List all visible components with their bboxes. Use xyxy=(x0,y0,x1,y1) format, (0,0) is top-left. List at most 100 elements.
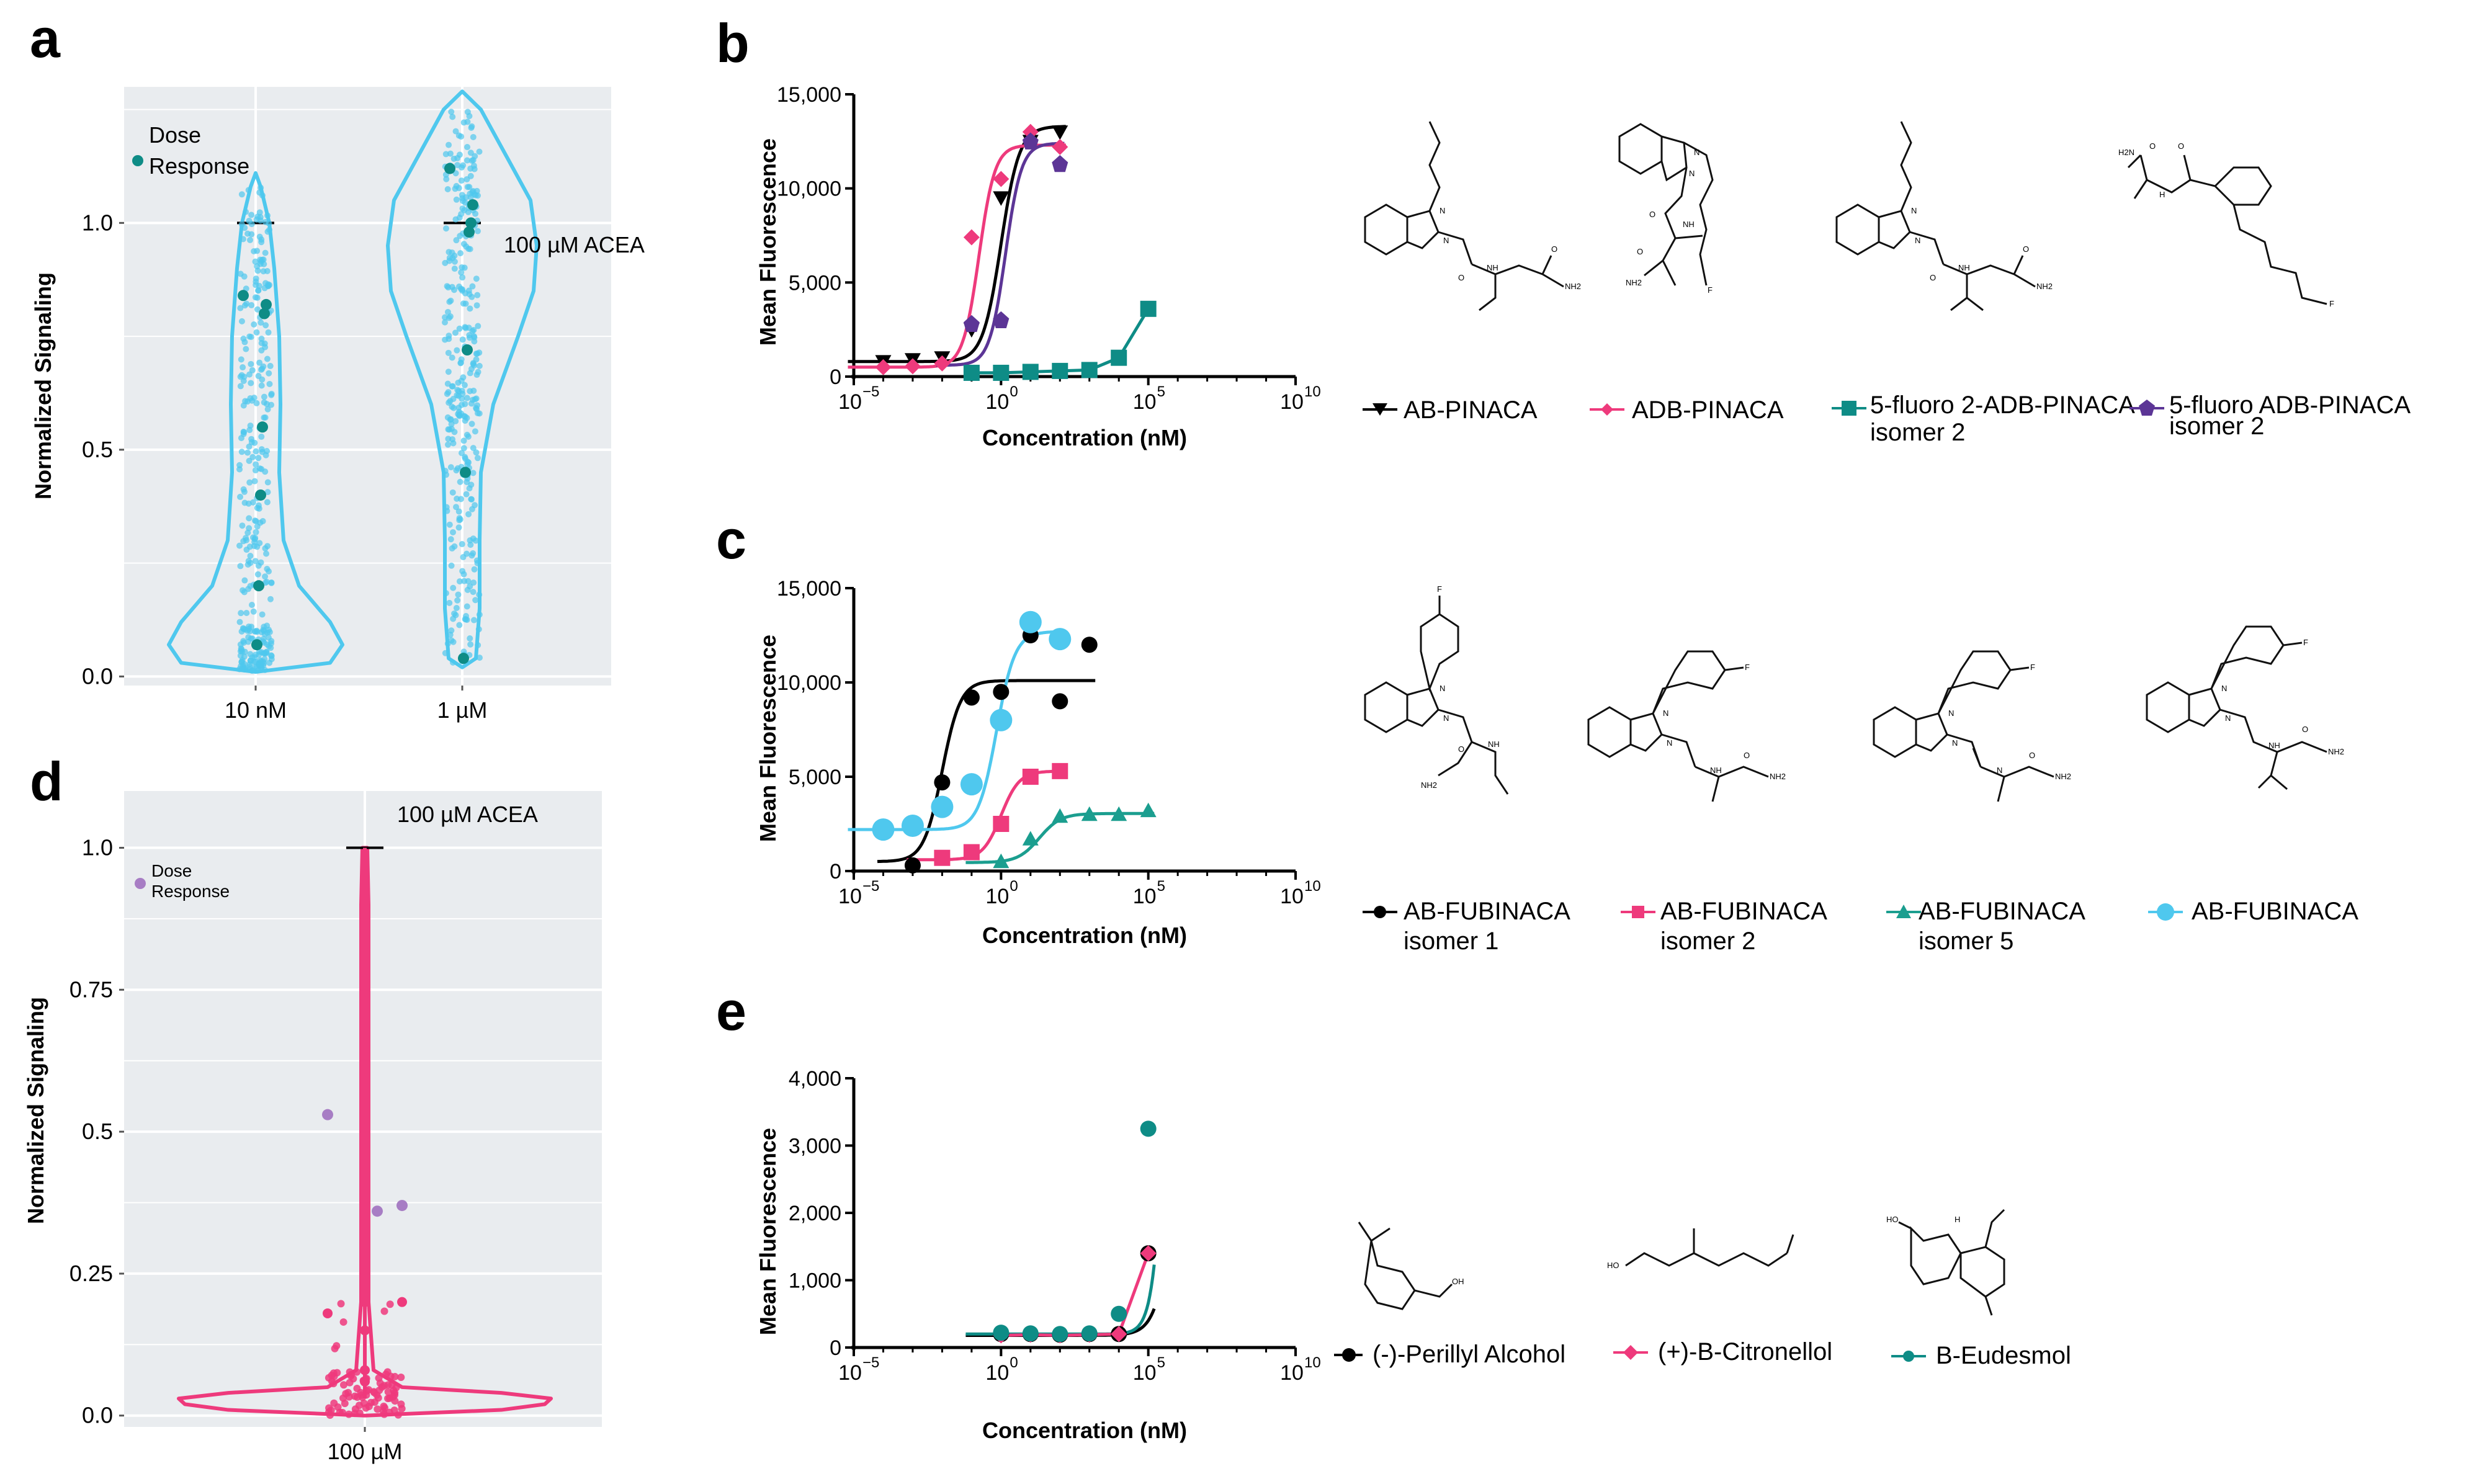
y-axis-title-d: Normalized Signaling xyxy=(23,997,48,1224)
svg-text:H: H xyxy=(2159,190,2165,199)
x-tick-exponent: −5 xyxy=(862,383,879,400)
jitter-point xyxy=(240,335,247,342)
jitter-point xyxy=(470,535,477,542)
svg-text:NH2: NH2 xyxy=(2328,747,2344,756)
dose-response-marks-a xyxy=(238,163,478,664)
jitter-point xyxy=(246,479,253,486)
jitter-point xyxy=(467,635,473,642)
jitter-point xyxy=(458,177,465,184)
jitter-point xyxy=(240,431,247,437)
svg-text:F: F xyxy=(1708,285,1713,295)
jitter-point xyxy=(389,1393,397,1401)
structure-ab-fubinaca-isomer-2: F N N NH NH2 O xyxy=(1587,650,1786,802)
jitter-point xyxy=(453,237,460,244)
jitter-point xyxy=(470,445,477,452)
data-point xyxy=(1081,806,1098,821)
dose-response-point xyxy=(251,639,262,651)
jitter-point xyxy=(238,191,245,198)
svg-text:O: O xyxy=(2029,751,2035,760)
jitter-point xyxy=(460,437,467,444)
jitter-point xyxy=(473,372,480,378)
jitter-point xyxy=(452,216,459,223)
jitter-point xyxy=(268,390,275,397)
violin-shape xyxy=(167,171,344,674)
jitter-point xyxy=(472,502,478,509)
jitter-point xyxy=(243,610,250,617)
x-tick-exponent: 5 xyxy=(1157,383,1165,400)
jitter-point xyxy=(470,326,477,333)
legend-dot-a xyxy=(132,155,143,166)
jitter-point xyxy=(465,433,472,440)
jitter-point xyxy=(466,485,473,492)
jitter-point xyxy=(253,216,260,223)
x-tick-exponent: −5 xyxy=(862,878,879,895)
jitter-point xyxy=(256,540,263,547)
jitter-point xyxy=(446,249,452,256)
data-point xyxy=(1052,1326,1068,1343)
jitter-point xyxy=(267,645,274,651)
jitter-point xyxy=(451,610,458,617)
jitter-point xyxy=(474,228,481,235)
data-point xyxy=(1022,769,1039,785)
data-point xyxy=(990,708,1013,731)
jitter-point xyxy=(446,257,453,264)
jitter-point xyxy=(462,454,468,460)
jitter-point xyxy=(353,1384,361,1392)
panel-letter-a: a xyxy=(30,7,61,69)
jitter-point xyxy=(448,627,455,634)
jitter-point xyxy=(253,448,259,455)
jitter-point xyxy=(362,1404,370,1412)
structure-perillyl-alcohol: OH xyxy=(1358,1222,1464,1310)
jitter-point xyxy=(446,426,453,433)
data-point xyxy=(993,853,1010,869)
jitter-point xyxy=(261,639,267,646)
data-point xyxy=(872,818,895,841)
jitter-point xyxy=(455,524,462,531)
jitter-point xyxy=(375,1374,383,1382)
jitter-point xyxy=(470,617,477,624)
jitter-point xyxy=(464,184,471,190)
svg-text:NH: NH xyxy=(1958,263,1970,272)
jitter-point xyxy=(468,421,475,427)
x-tick-exponent: 10 xyxy=(1304,1354,1321,1371)
jitter-point xyxy=(254,504,261,511)
jitter-point xyxy=(264,406,271,413)
svg-text:N: N xyxy=(1689,169,1695,178)
jitter-point xyxy=(241,225,248,231)
jitter-point xyxy=(455,411,462,418)
x-axis-title-e: Concentration (nM) xyxy=(982,1418,1187,1443)
x-tick-label: 10 xyxy=(838,1361,862,1385)
jitter-point xyxy=(464,109,471,115)
point xyxy=(397,1297,407,1307)
svg-text:HO: HO xyxy=(1886,1215,1899,1224)
svg-text:F: F xyxy=(1745,663,1750,672)
data-point xyxy=(993,191,1010,206)
square-icon xyxy=(1842,401,1856,416)
jitter-point xyxy=(469,283,476,290)
fit-curve xyxy=(877,679,1096,864)
y-tick-label: 1.0 xyxy=(82,835,113,860)
data-point xyxy=(1052,693,1068,710)
jitter-point xyxy=(261,666,268,673)
data-point xyxy=(1140,1245,1157,1262)
svg-text:isomer 1: isomer 1 xyxy=(1404,928,1498,955)
legend-c: AB-FUBINACA isomer 1 AB-FUBINACA isomer … xyxy=(1363,898,2358,955)
svg-text:isomer 2: isomer 2 xyxy=(1660,928,1755,955)
jitter-point xyxy=(268,579,275,586)
jitter-point xyxy=(256,209,263,216)
svg-text:N: N xyxy=(1443,236,1449,245)
diamond-icon xyxy=(1601,403,1613,416)
jitter-point xyxy=(448,562,455,569)
jitter-point xyxy=(465,511,472,517)
jitter-point xyxy=(236,462,243,468)
jitter-point xyxy=(345,1393,353,1401)
jitter-point xyxy=(472,210,479,217)
annotation-acea-a: 100 µM ACEA xyxy=(504,232,645,257)
structure-5-fluoro-2-adb-pinaca-isomer-2: N N O NH O NH2 xyxy=(1835,121,2053,311)
svg-text:isomer 5: isomer 5 xyxy=(1919,928,2013,955)
pentagon-icon xyxy=(2139,400,2155,416)
data-point xyxy=(1052,138,1068,155)
jitter-point xyxy=(453,467,460,474)
x-axis-title-c: Concentration (nM) xyxy=(982,923,1187,948)
